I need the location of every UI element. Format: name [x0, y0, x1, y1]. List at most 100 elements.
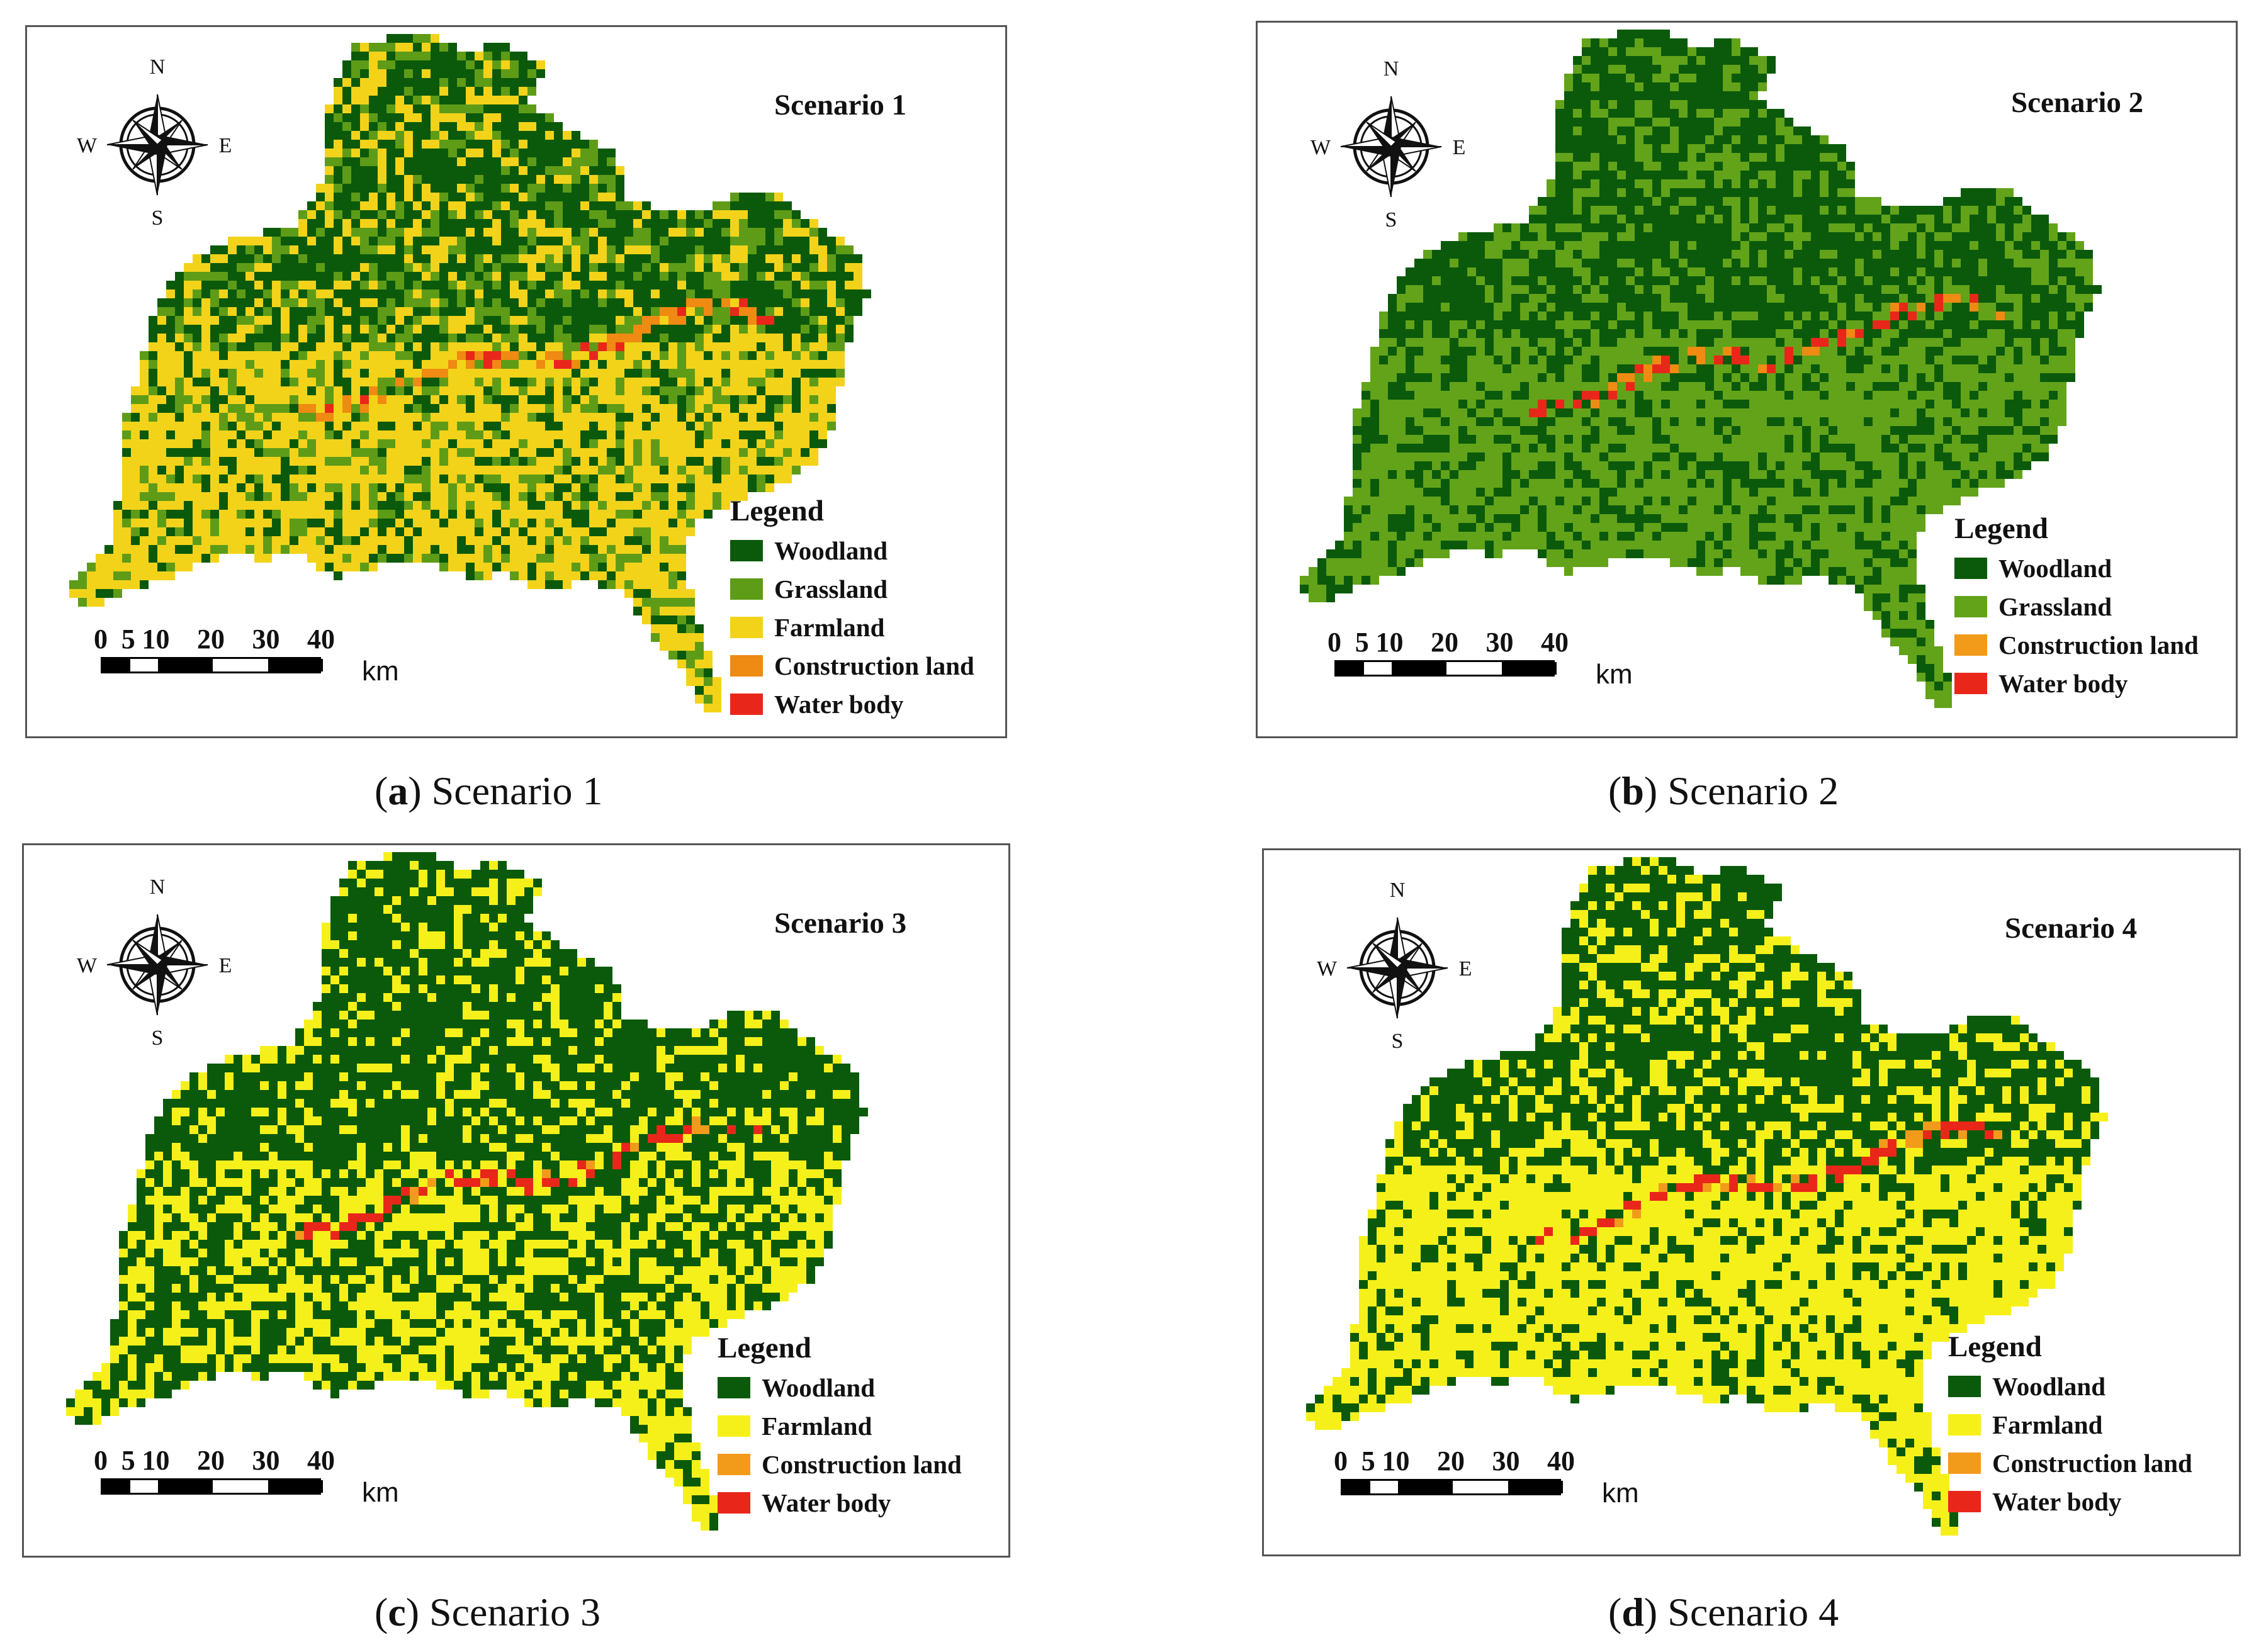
- legend-item: Woodland: [730, 536, 974, 566]
- scale-tick-label: 20: [1431, 627, 1458, 658]
- caption-b: (b) Scenario 2: [1608, 768, 1839, 813]
- legend-item: Woodland: [1948, 1371, 2192, 1402]
- legend-label: Construction land: [1998, 631, 2199, 660]
- scale-segment: [1397, 1481, 1453, 1493]
- compass-letter: E: [1459, 957, 1472, 981]
- legend-item: Construction land: [718, 1449, 962, 1480]
- compass-letter: E: [219, 134, 232, 157]
- scale-unit: km: [1596, 659, 1633, 690]
- land-use-map: [66, 852, 868, 1531]
- legend-item: Construction land: [730, 651, 974, 681]
- legend: Legend Woodland Farmland Construction land W…: [718, 1331, 962, 1526]
- legend-swatch: [718, 1492, 750, 1514]
- legend-swatch: [730, 655, 763, 677]
- scale-segment: [1370, 1481, 1398, 1493]
- scale-unit: km: [1602, 1478, 1639, 1509]
- scale-tick-label: 0: [94, 624, 108, 655]
- scale-tick-label: 30: [252, 624, 280, 655]
- scenario-title: Scenario 3: [774, 907, 907, 940]
- compass-letter: S: [1385, 208, 1397, 232]
- compass-letter: W: [1311, 136, 1331, 159]
- scale-segment: [213, 1480, 268, 1493]
- scale-tick-label: 30: [252, 1445, 280, 1476]
- scale-segment: [1453, 1481, 1508, 1493]
- legend-label: Woodland: [1992, 1372, 2106, 1401]
- legend: Legend Woodland Grassland Construction land…: [1954, 512, 2199, 707]
- scale-bar: 0 5 10 20 30 40 km: [1334, 1445, 1639, 1509]
- legend: Legend Woodland Farmland Construction land W…: [1948, 1330, 2192, 1525]
- legend-label: Farmland: [762, 1412, 872, 1441]
- land-use-raster: [69, 34, 871, 712]
- compass-rose-icon: N S E W: [76, 875, 239, 1053]
- compass-letter: N: [1384, 62, 1399, 81]
- land-use-map: [1300, 30, 2102, 708]
- caption-d: (d) Scenario 4: [1608, 1590, 1839, 1634]
- legend-label: Woodland: [1998, 554, 2112, 583]
- compass-letter: N: [1390, 883, 1406, 902]
- legend-title: Legend: [1954, 512, 2048, 545]
- legend-label: Water body: [762, 1488, 891, 1517]
- scale-tick-label: 40: [1547, 1446, 1575, 1476]
- caption-a: (a) Scenario 1: [375, 768, 603, 813]
- scale-tick-label: 30: [1492, 1446, 1520, 1476]
- scale-segment: [268, 1480, 323, 1493]
- land-use-map: [1306, 857, 2108, 1536]
- caption-c: (c) Scenario 3: [375, 1590, 600, 1634]
- scale-unit: km: [362, 1477, 399, 1508]
- scale-tick-label: 40: [1541, 627, 1569, 658]
- legend-swatch: [718, 1454, 750, 1475]
- land-use-raster: [1306, 857, 2108, 1536]
- scale-segment: [213, 659, 268, 671]
- scale-tick-label: 10: [1382, 1446, 1410, 1476]
- legend-swatch: [1948, 1414, 1981, 1436]
- scale-tick-label: 0: [94, 1445, 108, 1476]
- scale-tick-label: 40: [307, 1445, 335, 1476]
- scale-tick-label: 5: [1355, 627, 1369, 658]
- legend-item: Woodland: [1954, 553, 2199, 583]
- legend-swatch: [718, 1415, 750, 1437]
- scale-segment: [1391, 662, 1446, 675]
- legend-label: Construction land: [1992, 1449, 2192, 1478]
- scale-tick-label: 20: [197, 1445, 225, 1476]
- scale-segment: [268, 659, 323, 671]
- scale-segment: [130, 659, 158, 671]
- land-use-raster: [1300, 30, 2102, 708]
- legend-swatch: [730, 694, 763, 715]
- legend-item: Water body: [1948, 1486, 2192, 1517]
- legend-label: Water body: [1998, 669, 2128, 698]
- land-use-map: [69, 34, 871, 712]
- compass-letter: S: [152, 206, 164, 230]
- legend-label: Water body: [1992, 1487, 2122, 1516]
- compass-letter: S: [1392, 1030, 1404, 1053]
- legend-item: Grassland: [730, 574, 974, 604]
- legend-label: Farmland: [1992, 1410, 2103, 1439]
- legend-label: Farmland: [774, 613, 885, 642]
- scale-bar: 0 5 10 20 30 40 km: [94, 623, 399, 687]
- legend-swatch: [1954, 596, 1987, 617]
- legend-swatch: [1954, 558, 1987, 579]
- scale-segment: [157, 659, 213, 671]
- scale-tick-label: 0: [1327, 627, 1341, 658]
- legend-item: Water body: [730, 689, 974, 719]
- scale-segment: [1501, 662, 1557, 675]
- scale-segment: [1343, 1481, 1370, 1493]
- legend-label: Water body: [774, 690, 904, 719]
- land-use-raster: [66, 852, 868, 1531]
- compass-letter: E: [219, 954, 232, 977]
- legend-swatch: [1948, 1491, 1981, 1512]
- legend-swatch: [730, 540, 763, 561]
- scale-segment: [1336, 662, 1364, 675]
- scale-segment: [157, 1480, 213, 1493]
- scale-tick-label: 20: [197, 624, 225, 655]
- legend-item: Water body: [718, 1488, 962, 1518]
- legend-item: Farmland: [1948, 1410, 2192, 1440]
- compass-letter: N: [150, 60, 166, 79]
- scale-tick-label: 5: [121, 1445, 135, 1476]
- scale-tick-label: 40: [307, 624, 335, 655]
- compass-letter: W: [1317, 957, 1338, 981]
- scale-tick-label: 10: [1375, 627, 1404, 658]
- legend-item: Grassland: [1954, 592, 2199, 622]
- compass-rose-icon: N S E W: [76, 55, 239, 233]
- legend-item: Farmland: [730, 612, 974, 643]
- scenario-title: Scenario 2: [2011, 86, 2144, 119]
